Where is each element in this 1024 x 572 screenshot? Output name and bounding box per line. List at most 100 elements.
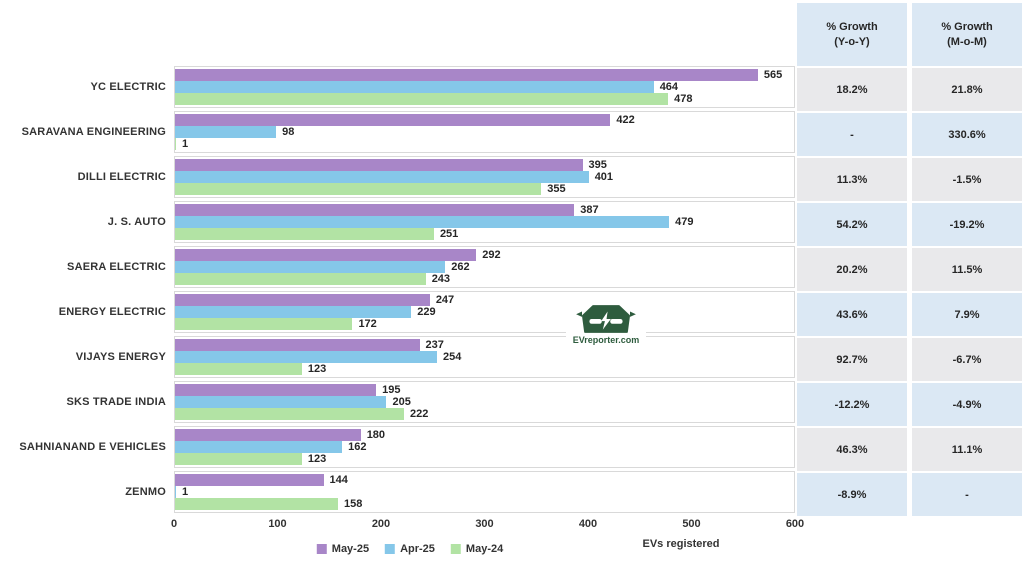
table-cell-mom: 7.9%	[912, 293, 1022, 336]
table-row: 11.3% -1.5%	[797, 158, 1022, 201]
bar-may-25	[175, 474, 324, 486]
growth-table: % Growth (Y-o-Y) % Growth (M-o-M) 18.2% 2…	[797, 3, 1022, 516]
growth-table-header: % Growth (Y-o-Y) % Growth (M-o-M)	[797, 3, 1022, 66]
table-cell-yoy: 11.3%	[797, 158, 907, 201]
x-axis-tick: 600	[785, 518, 805, 530]
value-label: 123	[307, 453, 327, 465]
bar-apr-25	[175, 351, 438, 363]
table-cell-mom: 11.1%	[912, 428, 1022, 471]
bar-band: 247 229 172	[174, 291, 795, 333]
x-axis-title: EVs registered	[642, 538, 720, 550]
ev-car-icon	[576, 304, 636, 333]
category-label: VIJAYS ENERGY	[75, 351, 166, 363]
table-cell-mom: 11.5%	[912, 248, 1022, 291]
table-row: 20.2% 11.5%	[797, 248, 1022, 291]
value-label: 422	[616, 114, 635, 126]
bar-apr-25	[175, 486, 177, 498]
legend: May-25 Apr-25 May-24	[316, 543, 504, 555]
value-label: 479	[675, 216, 694, 228]
bar-band: 565 464 478	[174, 66, 795, 108]
header-mom-line2: (M-o-M)	[947, 35, 987, 48]
value-label: 162	[348, 441, 367, 453]
bar-band-inner: 292 262 243	[175, 247, 794, 287]
bar-may-25	[175, 384, 377, 396]
bar-apr-25	[175, 306, 412, 318]
table-cell-yoy: 20.2%	[797, 248, 907, 291]
value-label: 1	[182, 486, 189, 498]
bar-may-24	[175, 408, 405, 420]
bar-band: 180 162 123	[174, 426, 795, 468]
x-axis-tick: 0	[170, 518, 178, 530]
category-label: SAHNIANAND E VEHICLES	[19, 441, 166, 453]
value-label: 565	[763, 69, 783, 81]
table-cell-yoy: 43.6%	[797, 293, 907, 336]
bar-band: 195 205 222	[174, 381, 795, 423]
value-label: 247	[435, 294, 455, 306]
bar-may-25	[175, 114, 611, 126]
value-label: 205	[392, 396, 411, 408]
bar-band-inner: 180 162 123	[175, 427, 794, 467]
value-label: 254	[443, 351, 462, 363]
bar-may-24	[175, 498, 338, 510]
table-row: 43.6% 7.9%	[797, 293, 1022, 336]
legend-swatch-icon	[316, 544, 327, 554]
ev-reporter-watermark: EVreporter.com	[566, 299, 646, 349]
table-cell-mom: 21.8%	[912, 68, 1022, 111]
value-label: 98	[282, 126, 295, 138]
bar-band-inner: 144 1 158	[175, 472, 794, 512]
bar-apr-25	[175, 126, 277, 138]
legend-item: Apr-25	[385, 543, 435, 555]
table-row: 54.2% -19.2%	[797, 203, 1022, 246]
bar-band-inner: 195 205 222	[175, 382, 794, 422]
value-label: 229	[417, 306, 436, 318]
value-label: 478	[674, 93, 693, 105]
bar-apr-25	[175, 441, 343, 453]
table-row: -330.6%	[797, 113, 1022, 156]
table-cell-yoy: 18.2%	[797, 68, 907, 111]
bar-band-inner: 422 98 1	[175, 112, 794, 152]
value-label: 262	[451, 261, 470, 273]
table-cell-yoy: -12.2%	[797, 383, 907, 426]
table-row: 18.2% 21.8%	[797, 68, 1022, 111]
bar-band: 422 98 1	[174, 111, 795, 153]
bar-may-25	[175, 69, 758, 81]
category-label: SKS TRADE INDIA	[66, 396, 166, 408]
bar-may-24	[175, 138, 177, 150]
bar-band-inner: 247 229 172	[175, 292, 794, 332]
bar-may-24	[175, 363, 302, 375]
bar-band: 292 262 243	[174, 246, 795, 288]
category-label: ZENMO	[125, 486, 166, 498]
table-cell-mom: -6.7%	[912, 338, 1022, 381]
legend-label: May-24	[465, 543, 504, 555]
category-label: YC ELECTRIC	[90, 81, 166, 93]
bar-apr-25	[175, 81, 654, 93]
legend-label: Apr-25	[400, 543, 435, 555]
bar-may-25	[175, 159, 583, 171]
value-label: 158	[344, 498, 363, 510]
value-label: 292	[482, 249, 501, 261]
table-cell-mom: -19.2%	[912, 203, 1022, 246]
table-row: -8.9% -	[797, 473, 1022, 516]
bar-may-24	[175, 318, 353, 330]
header-yoy-line1: % Growth	[826, 20, 878, 33]
legend-item: May-24	[450, 543, 504, 555]
bar-may-24	[175, 453, 302, 465]
value-label: 395	[588, 159, 607, 171]
value-label: 243	[431, 273, 451, 285]
header-mom-line1: % Growth	[941, 20, 993, 33]
legend-item: May-25	[316, 543, 369, 555]
bar-may-25	[175, 429, 361, 441]
bar-may-24	[175, 273, 426, 285]
table-cell-mom: -	[912, 473, 1022, 516]
value-label: 172	[358, 318, 377, 330]
growth-table-body: 18.2% 21.8% -330.6% 11.3% -1.5% 54.2% -19.2% 20…	[797, 68, 1022, 516]
x-axis-tick: 500	[682, 518, 701, 530]
table-cell-yoy: -8.9%	[797, 473, 907, 516]
bar-band-inner: 237 254 123	[175, 337, 794, 377]
category-label: SARAVANA ENGINEERING	[21, 126, 166, 138]
table-cell-yoy: 92.7%	[797, 338, 907, 381]
bar-apr-25	[175, 216, 670, 228]
x-axis-tick: 100	[268, 518, 287, 530]
bar-apr-25	[175, 396, 387, 408]
